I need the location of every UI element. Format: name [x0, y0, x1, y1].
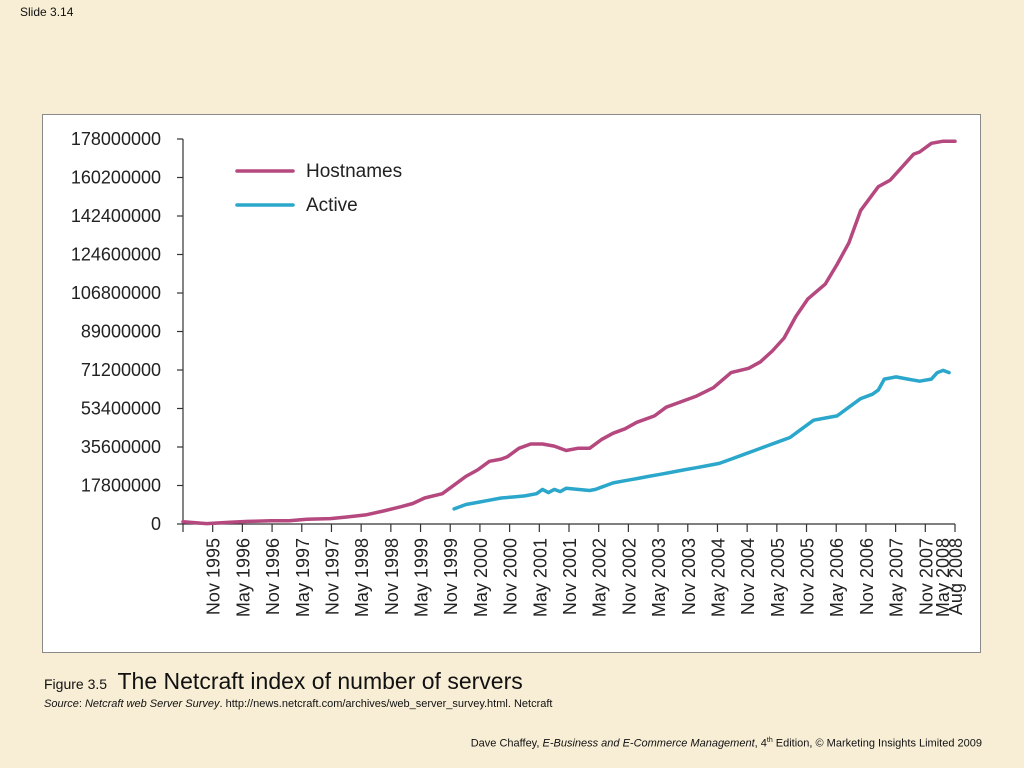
- x-tick-label: Nov 1998: [382, 538, 402, 615]
- x-tick-label: May 2008: [933, 538, 953, 617]
- x-tick-label: Nov 2006: [857, 538, 877, 615]
- footer-book: E-Business and E-Commerce Management: [542, 737, 755, 750]
- chart-panel: 178000000 160200000 142400000 124600000 1068…: [42, 114, 981, 653]
- x-tick-label: May 1998: [352, 538, 372, 617]
- y-tick-label: 35600000: [81, 437, 161, 457]
- x-tick-label: Nov 1999: [441, 538, 461, 615]
- x-tick-label: May 2005: [768, 538, 788, 617]
- y-tick-label: 178000000: [71, 129, 161, 149]
- footer-edition-sup: th: [766, 737, 773, 744]
- x-tick-label: May 1999: [412, 538, 432, 617]
- footer-edition: , 4: [754, 737, 767, 750]
- figure-caption: Figure 3.5 The Netcraft index of number …: [44, 668, 523, 695]
- source-title: Netcraft web Server Survey: [84, 698, 220, 710]
- figure-title: The Netcraft index of number of servers: [117, 668, 523, 694]
- x-tick-label: Nov 2001: [560, 538, 580, 615]
- x-tick-label: May 2004: [708, 538, 728, 617]
- footer-rest: Edition, © Marketing Insights Limited 20…: [772, 737, 982, 750]
- x-tick-label: May 2003: [649, 538, 669, 617]
- y-tick-label: 106800000: [71, 283, 161, 303]
- x-tick-label: Nov 2000: [501, 538, 521, 615]
- y-tick-label: 17800000: [81, 476, 161, 496]
- x-tick-label: May 2002: [590, 538, 610, 617]
- x-tick-label: May 2006: [827, 538, 847, 617]
- y-tick-label: 124600000: [71, 245, 161, 265]
- x-tick-label: May 1997: [293, 538, 313, 617]
- x-tick-label: May 2007: [887, 538, 907, 617]
- figure-label: Figure 3.5: [44, 676, 108, 692]
- x-tick-label: Nov 2002: [619, 538, 639, 615]
- series-line-hostnames: [181, 139, 957, 526]
- x-tick-label: Nov 2004: [738, 538, 758, 615]
- source-line: Source: Netcraft web Server Survey. http…: [44, 698, 552, 710]
- x-tick-label: Nov 2003: [679, 538, 699, 615]
- source-rest: . http://news.netcraft.com/archives/web_…: [219, 698, 553, 710]
- y-tick-label: 160200000: [71, 168, 161, 188]
- x-tick-label: Nov 2005: [798, 538, 818, 615]
- x-tick-label: May 1996: [233, 538, 253, 617]
- source-colon: :: [78, 698, 85, 710]
- y-tick-label: 142400000: [71, 206, 161, 226]
- line-chart: 1780000001602000001424000001246000001068…: [71, 129, 966, 617]
- y-tick-label: 53400000: [81, 399, 161, 419]
- x-tick-label: May 2001: [530, 538, 550, 617]
- slide-number: Slide 3.14: [20, 5, 74, 19]
- x-tick-label: Nov 1997: [322, 538, 342, 615]
- y-tick-label: 0: [151, 514, 161, 534]
- legend-label-hostnames: Hostnames: [306, 161, 402, 182]
- x-tick-label: Nov 1996: [263, 538, 283, 615]
- footer-credit: Dave Chaffey, E-Business and E-Commerce …: [471, 737, 982, 750]
- legend-label-active: Active: [306, 195, 358, 216]
- footer-author: Dave Chaffey,: [470, 737, 543, 750]
- x-tick-label: Nov 2007: [916, 538, 936, 615]
- x-tick-label: Aug 2008: [946, 538, 966, 615]
- source-label: Source: [44, 698, 79, 710]
- series-line-active: [452, 368, 951, 511]
- x-tick-label: May 2000: [471, 538, 491, 617]
- y-tick-label: 89000000: [81, 322, 161, 342]
- y-tick-label: 71200000: [81, 360, 161, 380]
- x-tick-label: Nov 1995: [204, 538, 224, 615]
